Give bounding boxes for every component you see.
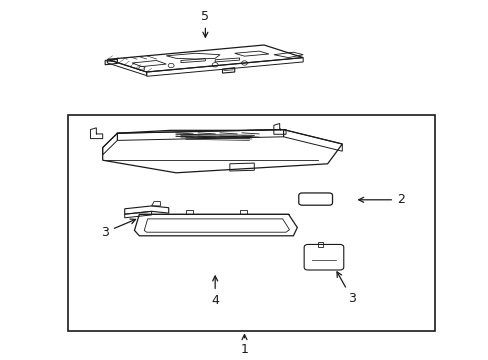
Text: 4: 4 (211, 276, 219, 307)
Text: 3: 3 (336, 272, 355, 305)
Text: 1: 1 (240, 335, 248, 356)
Bar (68, 115, 434, 331)
Text: 3: 3 (101, 219, 135, 239)
Text: 5: 5 (201, 10, 209, 37)
Text: 2: 2 (358, 193, 404, 206)
